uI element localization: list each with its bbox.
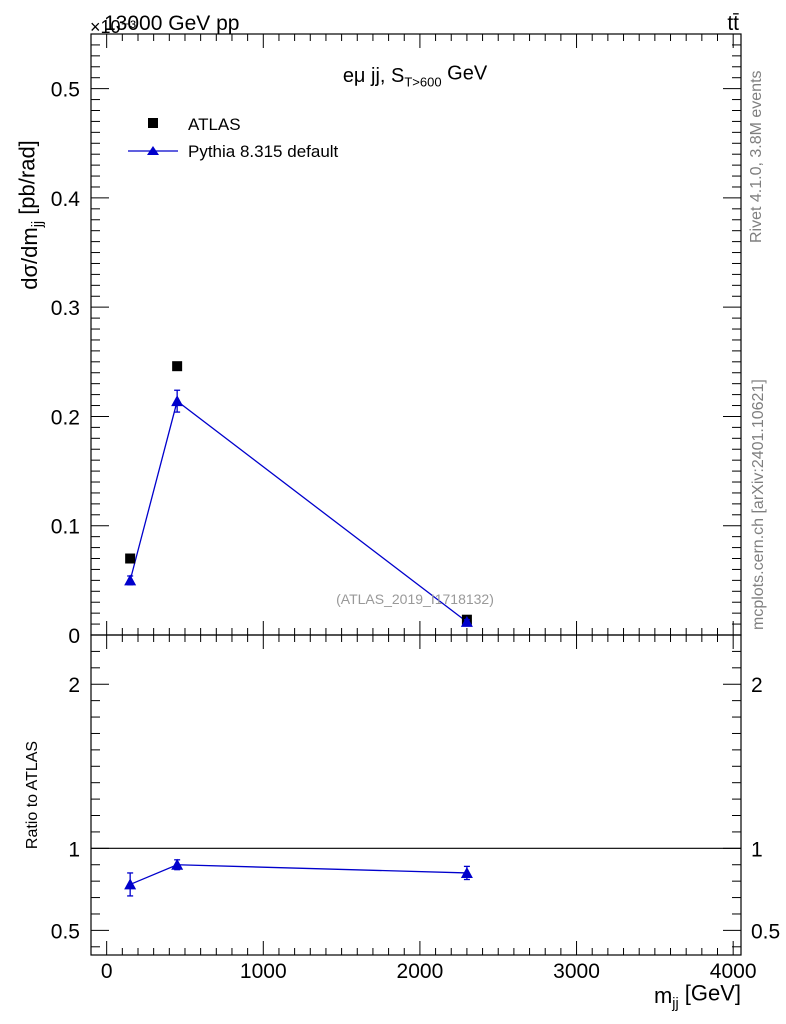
- chart-marks: [91, 118, 741, 897]
- mcplots-label: mcplots.cern.ch [arXiv:2401.10621]: [750, 379, 767, 630]
- header-exponent: ×10⁻³: [90, 17, 136, 37]
- chart-labels: 13000 GeV pp ×10⁻³ tt̄ (ATLAS_2019_I1718…: [14, 12, 780, 1012]
- atlas-point: [125, 553, 136, 564]
- main-ytick-label: 0.2: [51, 406, 80, 429]
- xtick-label: 4000: [710, 960, 757, 983]
- ratio-point: [460, 866, 473, 878]
- xtick-label: 2000: [397, 960, 444, 983]
- ratio-ytick-label-left: 1: [68, 838, 80, 861]
- axis-ticks: [91, 33, 741, 955]
- ratio-point: [171, 858, 184, 870]
- y-axis-title: dσ/dmjj [pb/rad]: [14, 140, 46, 290]
- main-ytick-label: 0.4: [51, 188, 81, 211]
- ratio-ytick-label-right: 0.5: [751, 920, 780, 943]
- plot-annotation: eμ jj, ST>600 GeV: [343, 63, 488, 90]
- main-ytick-label: 0: [68, 625, 80, 648]
- x-axis-title: mjj [GeV]: [654, 980, 741, 1012]
- rivet-label: Rivet 4.1.0, 3.8M events: [748, 70, 765, 243]
- ratio-ytick-label-right: 2: [751, 674, 763, 697]
- xtick-label: 3000: [553, 960, 600, 983]
- ratio-ytick-label-left: 0.5: [51, 920, 80, 943]
- pythia-line: [129, 400, 468, 623]
- legend-pythia-label: Pythia 8.315 default: [188, 142, 339, 161]
- header-right: tt̄: [727, 12, 739, 35]
- legend-atlas-label: ATLAS: [188, 115, 241, 134]
- ratio-plot-frame: [90, 634, 742, 956]
- main-ytick-label: 0.3: [51, 297, 80, 320]
- pythia-point: [124, 574, 137, 586]
- plot-frames: [90, 33, 742, 956]
- main-ytick-label: 0.1: [51, 516, 80, 539]
- main-ytick-label: 0.5: [51, 79, 80, 102]
- ratio-ytick-label-left: 2: [68, 674, 80, 697]
- atlas-point: [172, 361, 183, 372]
- watermark: (ATLAS_2019_I1718132): [336, 591, 494, 607]
- ratio-ytick-label-right: 1: [751, 838, 763, 861]
- pythia-point: [171, 395, 184, 407]
- ratio-axis-title: Ratio to ATLAS: [24, 741, 41, 849]
- legend-atlas-marker: [148, 118, 158, 128]
- legend-pythia-marker: [147, 146, 159, 155]
- header-left: 13000 GeV pp: [104, 12, 239, 35]
- xtick-label: 0: [101, 960, 113, 983]
- ratio-point: [124, 878, 137, 890]
- pythia-point: [460, 615, 473, 627]
- xtick-label: 1000: [240, 960, 287, 983]
